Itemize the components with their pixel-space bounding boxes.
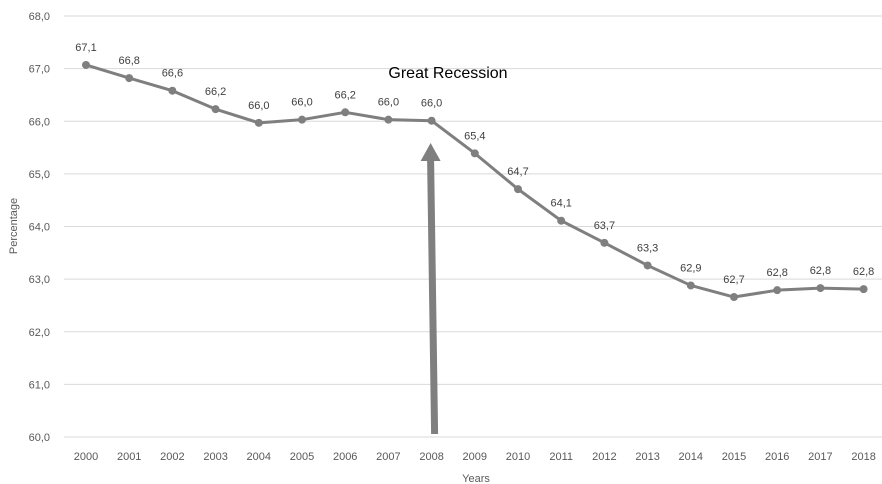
x-tick-label: 2010 (506, 451, 530, 463)
data-point (384, 115, 393, 124)
data-point (686, 281, 695, 290)
x-tick-label: 2005 (290, 451, 314, 463)
data-point (427, 116, 436, 125)
x-tick-label: 2002 (160, 451, 184, 463)
y-tick-label: 62,0 (29, 327, 50, 339)
x-tick-label: 2016 (765, 451, 789, 463)
y-tick-label: 60,0 (29, 432, 50, 444)
data-label: 66,2 (334, 89, 355, 101)
data-label: 63,7 (594, 220, 615, 232)
x-tick-label: 2013 (635, 451, 659, 463)
y-tick-label: 63,0 (29, 274, 50, 286)
series-line-group (85, 63, 864, 299)
x-tick-label: 2012 (592, 451, 616, 463)
x-tick-label: 2007 (376, 451, 400, 463)
data-label: 63,3 (637, 242, 658, 254)
y-tick-label: 67,0 (29, 64, 50, 76)
data-label: 66,2 (205, 86, 226, 98)
x-tick-labels: 2000 2001 2002 2003 2004 2005 2006 2007 2008 2009… (74, 451, 876, 463)
x-tick-label: 2000 (74, 451, 98, 463)
data-label: 62,8 (810, 265, 831, 277)
data-label: 62,8 (853, 266, 874, 278)
y-tick-label: 61,0 (29, 379, 50, 391)
data-point (643, 261, 652, 270)
data-point (816, 284, 825, 293)
annotation-arrow-group (420, 143, 441, 435)
x-tick-label: 2009 (463, 451, 487, 463)
x-tick-label: 2015 (722, 451, 746, 463)
x-tick-label: 2004 (247, 451, 271, 463)
gridlines (64, 15, 882, 438)
data-label: 66,0 (421, 98, 442, 110)
x-tick-label: 2003 (203, 451, 227, 463)
data-label: 64,1 (550, 198, 571, 210)
annotation-arrow (427, 159, 439, 435)
data-label: 67,1 (75, 42, 96, 54)
data-label: 62,9 (680, 262, 701, 274)
data-points (82, 60, 868, 302)
data-label: 64,7 (507, 166, 528, 178)
x-tick-label: 2011 (549, 451, 573, 463)
x-tick-label: 2018 (851, 451, 875, 463)
data-labels: 67,1 66,8 66,6 66,2 66,0 66,0 66,2 66,0 66,0 65,4… (75, 42, 874, 286)
data-point (859, 285, 868, 294)
x-tick-label: 2017 (808, 451, 832, 463)
annotation-arrowhead (420, 143, 441, 161)
data-point (773, 286, 782, 295)
y-axis-title: Percentage (8, 198, 20, 254)
data-label: 66,6 (162, 68, 183, 80)
data-point (470, 149, 479, 158)
x-axis-title: Years (462, 473, 490, 484)
data-point (600, 238, 609, 247)
y-tick-label: 65,0 (29, 169, 50, 181)
data-point (254, 118, 263, 127)
data-label: 66,0 (291, 97, 312, 109)
data-point (82, 60, 90, 69)
x-tick-label: 2014 (679, 451, 703, 463)
data-point (211, 105, 220, 114)
y-tick-label: 66,0 (29, 116, 50, 128)
data-label: 66,0 (378, 97, 399, 109)
y-tick-labels: 60,0 61,0 62,0 63,0 64,0 65,0 66,0 67,0 68,0 (29, 11, 50, 444)
data-label: 65,4 (464, 130, 485, 142)
data-point (730, 293, 738, 302)
data-point (298, 115, 306, 124)
data-label: 62,7 (723, 274, 744, 286)
series-line (85, 63, 864, 299)
data-point (341, 108, 350, 117)
data-label: 66,8 (118, 55, 139, 67)
data-label: 66,0 (248, 100, 269, 112)
annotation-text: Great Recession (388, 65, 507, 82)
data-point (125, 74, 134, 83)
data-label: 62,8 (766, 267, 787, 279)
y-tick-label: 68,0 (29, 11, 50, 23)
data-point (168, 86, 177, 95)
x-tick-label: 2001 (117, 451, 141, 463)
x-tick-label: 2008 (419, 451, 443, 463)
x-tick-label: 2006 (333, 451, 357, 463)
data-point (557, 216, 566, 225)
data-point (514, 185, 522, 194)
y-tick-label: 64,0 (29, 222, 50, 234)
